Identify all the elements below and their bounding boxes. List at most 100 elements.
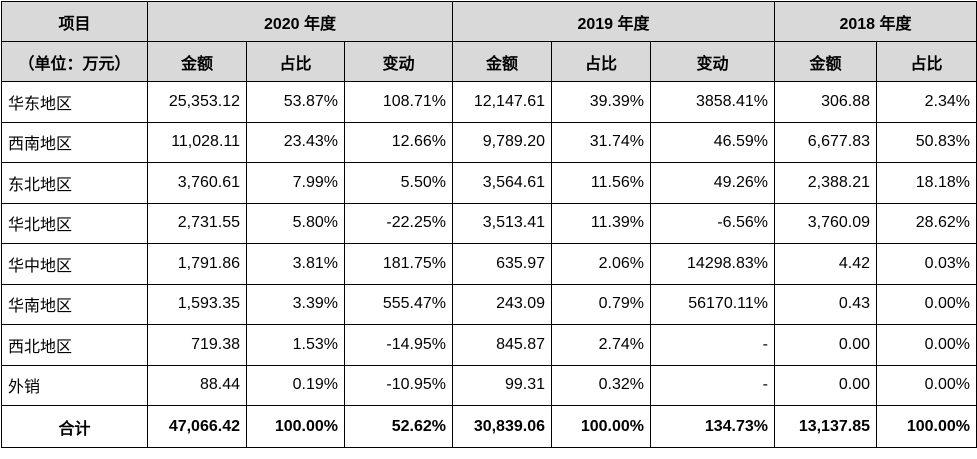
table-row: 华中地区 1,791.86 3.81% 181.75% 635.97 2.06%… bbox=[1, 243, 977, 285]
share-2020-cell: 53.87% bbox=[246, 81, 345, 123]
unit-header: （单位：万元） bbox=[1, 41, 148, 82]
change-2019-cell: - bbox=[650, 364, 775, 406]
table-row: 东北地区 3,760.61 7.99% 5.50% 3,564.61 11.56… bbox=[1, 162, 977, 204]
share-2018-cell: 18.18% bbox=[875, 162, 977, 204]
share-2020-cell: 1.53% bbox=[246, 324, 345, 366]
amount-2020-cell: 719.38 bbox=[147, 324, 247, 366]
share-2020-cell: 5.80% bbox=[246, 202, 345, 244]
total-share-2020: 100.00% bbox=[246, 405, 345, 448]
amount-2020-cell: 3,760.61 bbox=[147, 162, 247, 204]
regional-revenue-table: 项目 2020 年度 2019 年度 2018 年度 （单位：万元） 金额 占比… bbox=[1, 1, 977, 448]
change-2020-cell: -22.25% bbox=[344, 202, 453, 244]
share-2020-cell: 7.99% bbox=[246, 162, 345, 204]
table-row: 华南地区 1,593.35 3.39% 555.47% 243.09 0.79%… bbox=[1, 283, 977, 325]
amount-2018-cell: 0.00 bbox=[774, 324, 877, 366]
amount-2019-cell: 3,564.61 bbox=[452, 162, 552, 204]
share-2019-cell: 2.06% bbox=[551, 243, 651, 285]
share-2019-cell: 11.39% bbox=[551, 202, 651, 244]
amount-2019-cell: 3,513.41 bbox=[452, 202, 552, 244]
change-2019-cell: - bbox=[650, 324, 775, 366]
share-2019-cell: 31.74% bbox=[551, 121, 651, 163]
region-cell: 华北地区 bbox=[1, 202, 148, 244]
share-2019-cell: 39.39% bbox=[551, 81, 651, 123]
region-cell: 外销 bbox=[1, 364, 148, 406]
amount-2020-cell: 1,791.86 bbox=[147, 243, 247, 285]
amount-2018-cell: 3,760.09 bbox=[774, 202, 877, 244]
change-2019-cell: 49.26% bbox=[650, 162, 775, 204]
change-2020-cell: -10.95% bbox=[344, 364, 453, 406]
year-2018-header: 2018 年度 bbox=[773, 1, 977, 42]
share-2018-cell: 28.62% bbox=[875, 202, 977, 244]
change-2019-cell: -6.56% bbox=[650, 202, 775, 244]
change-2019-cell: 14298.83% bbox=[650, 243, 775, 285]
region-cell: 华南地区 bbox=[1, 283, 148, 325]
region-cell: 西南地区 bbox=[1, 121, 148, 163]
amount-2019-cell: 845.87 bbox=[452, 324, 552, 366]
total-share-2018: 100.00% bbox=[875, 405, 977, 448]
change-2019-cell: 56170.11% bbox=[650, 283, 775, 325]
share-2020-header: 占比 bbox=[246, 41, 345, 82]
item-header: 项目 bbox=[1, 1, 148, 42]
amount-2020-header: 金额 bbox=[147, 41, 247, 82]
table-row: 外销 88.44 0.19% -10.95% 99.31 0.32% - 0.0… bbox=[1, 364, 977, 406]
total-label: 合计 bbox=[1, 405, 148, 448]
change-2019-cell: 46.59% bbox=[650, 121, 775, 163]
change-2020-header: 变动 bbox=[344, 41, 453, 82]
share-2020-cell: 3.39% bbox=[246, 283, 345, 325]
region-cell: 华东地区 bbox=[1, 81, 148, 123]
total-amount-2018: 13,137.85 bbox=[774, 405, 877, 448]
total-change-2020: 52.62% bbox=[344, 405, 453, 448]
amount-2019-cell: 12,147.61 bbox=[452, 81, 552, 123]
change-2019-header: 变动 bbox=[650, 41, 775, 82]
table-row: 西北地区 719.38 1.53% -14.95% 845.87 2.74% -… bbox=[1, 324, 977, 366]
change-2020-cell: 108.71% bbox=[344, 81, 453, 123]
region-cell: 华中地区 bbox=[1, 243, 148, 285]
amount-2020-cell: 25,353.12 bbox=[147, 81, 247, 123]
total-row: 合计 47,066.42 100.00% 52.62% 30,839.06 10… bbox=[1, 405, 977, 448]
amount-2018-cell: 2,388.21 bbox=[774, 162, 877, 204]
amount-2019-cell: 635.97 bbox=[452, 243, 552, 285]
share-2018-cell: 0.00% bbox=[875, 324, 977, 366]
region-cell: 东北地区 bbox=[1, 162, 148, 204]
share-2018-cell: 0.00% bbox=[875, 283, 977, 325]
amount-2018-cell: 0.43 bbox=[774, 283, 877, 325]
amount-2019-header: 金额 bbox=[452, 41, 552, 82]
share-2018-cell: 50.83% bbox=[875, 121, 977, 163]
total-amount-2019: 30,839.06 bbox=[452, 405, 552, 448]
total-amount-2020: 47,066.42 bbox=[147, 405, 247, 448]
amount-2018-cell: 6,677.83 bbox=[774, 121, 877, 163]
year-2020-header: 2020 年度 bbox=[147, 1, 453, 42]
amount-2018-header: 金额 bbox=[774, 41, 877, 82]
share-2018-cell: 0.03% bbox=[875, 243, 977, 285]
share-2019-header: 占比 bbox=[551, 41, 651, 82]
amount-2018-cell: 0.00 bbox=[774, 364, 877, 406]
change-2020-cell: 5.50% bbox=[344, 162, 453, 204]
amount-2018-cell: 4.42 bbox=[774, 243, 877, 285]
table-body: 华东地区 25,353.12 53.87% 108.71% 12,147.61 … bbox=[1, 81, 977, 406]
share-2019-cell: 2.74% bbox=[551, 324, 651, 366]
table-row: 西南地区 11,028.11 23.43% 12.66% 9,789.20 31… bbox=[1, 121, 977, 163]
share-2018-header: 占比 bbox=[875, 41, 977, 82]
change-2020-cell: 12.66% bbox=[344, 121, 453, 163]
share-2018-cell: 2.34% bbox=[875, 81, 977, 123]
change-2020-cell: -14.95% bbox=[344, 324, 453, 366]
table-footer: 合计 47,066.42 100.00% 52.62% 30,839.06 10… bbox=[1, 405, 977, 448]
year-2019-header: 2019 年度 bbox=[452, 1, 775, 42]
header-row-years: 项目 2020 年度 2019 年度 2018 年度 bbox=[1, 1, 977, 42]
amount-2019-cell: 99.31 bbox=[452, 364, 552, 406]
share-2020-cell: 3.81% bbox=[246, 243, 345, 285]
amount-2018-cell: 306.88 bbox=[774, 81, 877, 123]
table-header: 项目 2020 年度 2019 年度 2018 年度 （单位：万元） 金额 占比… bbox=[1, 1, 977, 82]
table-row: 华北地区 2,731.55 5.80% -22.25% 3,513.41 11.… bbox=[1, 202, 977, 244]
total-change-2019: 134.73% bbox=[650, 405, 775, 448]
change-2020-cell: 555.47% bbox=[344, 283, 453, 325]
amount-2019-cell: 243.09 bbox=[452, 283, 552, 325]
change-2019-cell: 3858.41% bbox=[650, 81, 775, 123]
amount-2020-cell: 2,731.55 bbox=[147, 202, 247, 244]
table-row: 华东地区 25,353.12 53.87% 108.71% 12,147.61 … bbox=[1, 81, 977, 123]
total-share-2019: 100.00% bbox=[551, 405, 651, 448]
amount-2020-cell: 1,593.35 bbox=[147, 283, 247, 325]
share-2019-cell: 0.32% bbox=[551, 364, 651, 406]
share-2019-cell: 11.56% bbox=[551, 162, 651, 204]
change-2020-cell: 181.75% bbox=[344, 243, 453, 285]
